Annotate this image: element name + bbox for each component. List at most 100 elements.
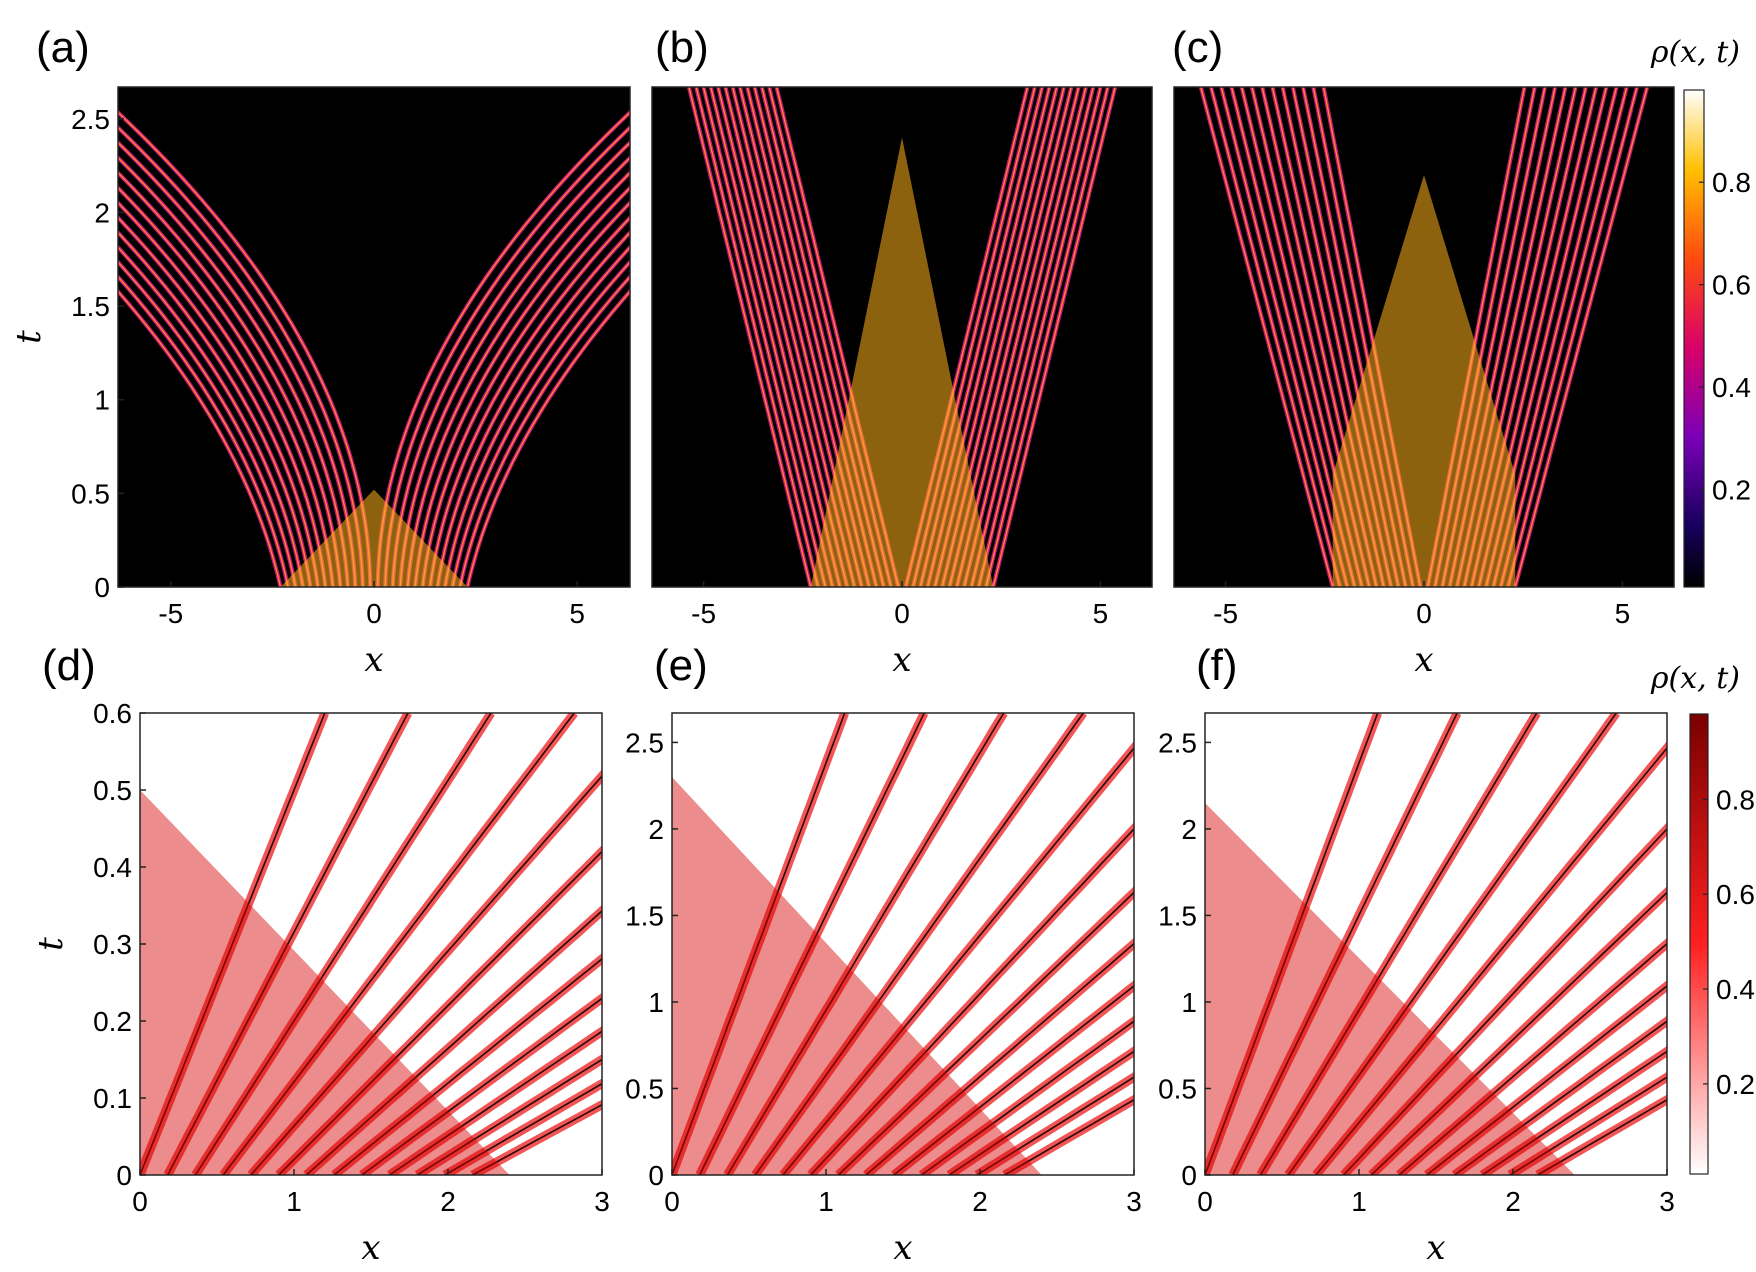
density-stripe-core (724, 87, 848, 587)
y-tick-label: 0.1 (93, 1083, 132, 1114)
y-tick-label: 1 (1181, 987, 1197, 1018)
x-tick-label: 0 (894, 598, 910, 629)
trajectory-line (361, 997, 602, 1175)
density-stripe-core (118, 275, 289, 587)
density-stripe-core (118, 156, 349, 587)
x-tick-label: 2 (972, 1186, 988, 1217)
density-stripe-core (414, 186, 630, 587)
x-axis-label: x (364, 640, 383, 680)
y-axis-label: t (9, 330, 49, 344)
y-tick-label: 1 (648, 987, 664, 1018)
y-tick-label: 1.5 (71, 291, 110, 322)
x-axis-label: x (893, 1228, 912, 1268)
x-tick-label: 2 (1505, 1186, 1521, 1217)
trajectory-line (278, 850, 602, 1175)
y-tick-label: 2.5 (71, 104, 110, 135)
interference-region (672, 777, 1042, 1175)
panel-label: (a) (36, 23, 90, 72)
x-tick-label: 5 (1093, 598, 1109, 629)
x-tick-label: -5 (158, 598, 183, 629)
trajectory-line (948, 1050, 1134, 1175)
y-tick-label: 2.5 (625, 727, 664, 758)
density-stripe-core (963, 87, 1087, 587)
trajectory-line (672, 713, 846, 1175)
density-stripe-core (118, 141, 356, 587)
x-tick-label: 0 (664, 1186, 680, 1217)
x-axis-label: x (361, 1228, 380, 1268)
density-stripe-core (466, 290, 630, 587)
x-axis-label: x (892, 640, 911, 680)
heatmap-image (140, 713, 602, 1175)
heatmap-image (118, 87, 630, 587)
trajectory-line (389, 1030, 602, 1175)
x-tick-label: 0 (366, 598, 382, 629)
y-tick-label: 0.5 (71, 478, 110, 509)
plot-frame (1204, 712, 1668, 1176)
colorbar: ρ(x, t) 0.2 0.4 0.6 0.8 (1650, 35, 1751, 588)
y-tick-label: 0 (116, 1160, 132, 1191)
y-axis-label: t (31, 937, 71, 951)
density-stripe-core (956, 87, 1080, 587)
trajectory-line (222, 713, 575, 1175)
panel-d: (d) 0 1 2 3 0 0.1 0.2 0.3 0.4 0.5 0.6 x t (31, 641, 610, 1268)
colorbar-tick-label: 0.6 (1716, 879, 1755, 910)
density-stripe-core (406, 171, 630, 587)
density-stripe-core (118, 290, 282, 587)
density-stripe-core (118, 126, 364, 587)
y-tick-label: 2.5 (1158, 727, 1197, 758)
panel-label: (f) (1196, 641, 1238, 690)
density-stripe-core (421, 201, 630, 587)
x-tick-label: 5 (569, 598, 585, 629)
density-stripe-core (717, 87, 841, 587)
trajectory-line (726, 713, 1005, 1175)
x-tick-label: 1 (1351, 1186, 1367, 1217)
x-tick-label: 0 (1416, 598, 1432, 629)
trajectory-line (1259, 713, 1538, 1175)
density-stripe-core (695, 87, 819, 587)
interference-region (1332, 175, 1516, 587)
x-axis-label: x (1426, 1228, 1445, 1268)
x-tick-label: -5 (691, 598, 716, 629)
density-stripe-core (118, 216, 319, 587)
trajectory-line (782, 746, 1134, 1175)
density-stripe-core (688, 87, 812, 587)
colorbar-tick-label: 0.2 (1712, 475, 1751, 506)
trajectory-line (810, 827, 1134, 1175)
trajectory-line (1315, 746, 1667, 1175)
colorbar-title: ρ(x, t) (1650, 35, 1740, 70)
x-tick-label: -5 (1213, 598, 1238, 629)
y-tick-label: 0.3 (93, 929, 132, 960)
trajectory-line (976, 1076, 1134, 1175)
colorbar-tick-label: 0.4 (1716, 974, 1755, 1005)
panel-label: (e) (654, 641, 708, 690)
y-tick-label: 0.5 (625, 1073, 664, 1104)
colorbar-tick-label: 0.2 (1716, 1069, 1755, 1100)
y-tick-label: 2 (1181, 814, 1197, 845)
density-stripe-core (985, 87, 1109, 587)
y-tick-label: 1.5 (1158, 900, 1197, 931)
colorbar-tick-label: 0.6 (1712, 270, 1751, 301)
y-tick-label: 1.5 (625, 900, 664, 931)
density-stripe-core (444, 246, 630, 587)
density-stripe-core (1200, 87, 1334, 587)
colorbar-tick-label: 0.8 (1712, 167, 1751, 198)
x-tick-label: 0 (1197, 1186, 1213, 1217)
trajectory-line (194, 713, 492, 1175)
plot-frame (671, 712, 1135, 1176)
trajectory-line (921, 1020, 1134, 1175)
interference-region (1205, 802, 1575, 1175)
density-stripe-core (1514, 87, 1648, 587)
density-stripe-core (1210, 87, 1341, 587)
density-stripe-core (429, 216, 630, 587)
x-tick-label: 3 (594, 1186, 610, 1217)
y-tick-label: 0 (648, 1160, 664, 1191)
colorbar-gradient (1689, 713, 1709, 1175)
density-stripe-core (392, 141, 630, 587)
density-stripe-core (118, 171, 342, 587)
x-tick-label: 0 (132, 1186, 148, 1217)
x-tick-label: 2 (440, 1186, 456, 1217)
density-stripe-core (1220, 87, 1348, 587)
trajectory-line (140, 713, 326, 1175)
density-stripe-core (399, 156, 630, 587)
